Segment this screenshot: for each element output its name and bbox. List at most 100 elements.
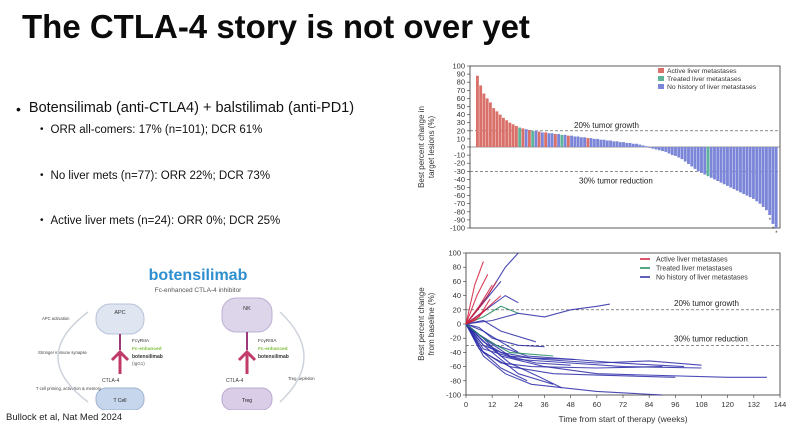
legend-label: Treated liver metastases [667, 76, 742, 83]
y-tick-label: -60 [454, 191, 465, 200]
y-axis-label-line-2: target lesions (%) [427, 116, 436, 179]
sub-bullet-text: ORR all-comers: 17% (n=101); DCR 61% [50, 124, 263, 136]
left-drug-label: botensilimab [132, 354, 163, 360]
patient-trajectory [465, 323, 563, 389]
x-tick-label: 108 [695, 400, 708, 409]
waterfall-bar [618, 142, 622, 147]
waterfall-bar [612, 141, 616, 147]
waterfall-bar [635, 143, 638, 147]
waterfall-bar [729, 147, 733, 188]
x-tick-label: 120 [721, 400, 734, 409]
legend-label: Active liver metastases [667, 68, 737, 75]
waterfall-bar [521, 128, 525, 147]
slide-title: The CTLA-4 story is not over yet [22, 8, 530, 45]
sub-bullet-3: • Active liver mets (n=24): ORR 0%; DCR … [40, 215, 280, 227]
waterfall-bar [570, 135, 574, 147]
y-axis-label-line-1: Best percent change in [417, 106, 426, 188]
waterfall-bar [683, 147, 687, 162]
y-tick-label: 20 [453, 305, 461, 314]
waterfall-bar [722, 147, 726, 185]
y-tick-label: -90 [454, 215, 465, 224]
waterfall-bar [518, 127, 522, 147]
waterfall-bar [524, 129, 528, 147]
legend-swatch [658, 76, 664, 81]
waterfall-bar [758, 147, 762, 204]
waterfall-bar [563, 134, 567, 147]
waterfall-bar [690, 147, 694, 167]
waterfall-bar [531, 130, 535, 147]
waterfall-bar [703, 147, 707, 175]
waterfall-bar [716, 147, 720, 182]
waterfall-bar [550, 133, 554, 147]
waterfall-bar [476, 75, 479, 147]
waterfall-bar [696, 147, 700, 172]
asterisk-marker: * [769, 218, 772, 224]
main-bullet-text: Botensilimab (anti-CTLA4) + balstilimab … [28, 100, 355, 116]
x-tick-label: 48 [566, 400, 574, 409]
left-isotype-label: (IgG1) [132, 361, 145, 366]
legend-label: No history of liver metastases [656, 275, 748, 282]
right-target-label: CTLA-4 [226, 378, 243, 384]
waterfall-bar [592, 138, 596, 147]
waterfall-bar [534, 130, 538, 147]
right-antibody-shape [237, 349, 257, 374]
treg-cell [221, 387, 273, 410]
waterfall-axes: 1009080706050403020100-10-20-30-40-50-60… [417, 62, 781, 233]
waterfall-bar [508, 122, 512, 147]
y-tick-label: 60 [457, 94, 465, 103]
waterfall-bar [576, 136, 580, 147]
y-tick-label: 70 [457, 86, 465, 95]
waterfall-bar [501, 117, 505, 147]
left-target-label: CTLA-4 [102, 378, 119, 384]
left-antibody-shape [110, 349, 130, 374]
x-tick-label: 60 [593, 400, 601, 409]
sub-bullet-dot: • [40, 170, 44, 181]
patient-trajectory [465, 261, 484, 325]
bullet-dot: • [16, 101, 21, 117]
patient-trajectory [465, 323, 545, 348]
waterfall-chart: 1009080706050403020100-10-20-30-40-50-60… [417, 62, 781, 236]
waterfall-bar [748, 147, 752, 198]
y-tick-label: -20 [454, 159, 465, 168]
y-tick-label: 30 [457, 118, 465, 127]
apc-cell [95, 303, 145, 335]
left-receptor-label: FcγRIIA [132, 338, 150, 344]
waterfall-bar [774, 147, 778, 228]
sub-bullet-2: • No liver mets (n=77): ORR 22%; DCR 73% [40, 170, 270, 182]
x-tick-label: 84 [645, 400, 653, 409]
legend-label: Active liver metastases [656, 257, 728, 264]
legend-swatch [658, 84, 664, 89]
left-cycle-arrow [57, 311, 89, 403]
waterfall-bar [761, 147, 765, 207]
asterisk-marker: * [775, 231, 778, 236]
y-tick-label: -60 [450, 362, 461, 371]
waterfall-bar [752, 147, 755, 199]
y-tick-label: -80 [450, 376, 461, 385]
y-tick-label: -10 [454, 151, 465, 160]
patient-trajectory [465, 319, 536, 343]
waterfall-bar [609, 140, 612, 147]
waterfall-bar [641, 145, 645, 147]
waterfall-bar [557, 134, 561, 147]
waterfall-bar [573, 136, 577, 147]
waterfall-bar [657, 147, 661, 151]
note-treg-depletion: Treg depletion [288, 376, 315, 381]
y-axis-label-line-1: Best percent change [417, 287, 426, 361]
waterfall-bar [713, 147, 716, 180]
waterfall-bar [765, 147, 768, 211]
mechanism-diagram: botensilimab Fc-enhanced CTLA-4 inhibito… [36, 267, 315, 410]
y-tick-label: -100 [450, 224, 465, 233]
waterfall-bar [583, 137, 587, 147]
y-tick-label: -100 [446, 391, 461, 400]
reference-line-label: 30% tumor reduction [674, 334, 748, 343]
waterfall-bar [648, 147, 651, 148]
waterfall-bar [664, 147, 668, 152]
patient-trajectory [465, 303, 610, 325]
waterfall-bar [768, 147, 772, 216]
waterfall-bar [755, 147, 759, 202]
left-fc-label: Fc-enhanced [132, 346, 162, 352]
waterfall-bar [482, 93, 486, 147]
